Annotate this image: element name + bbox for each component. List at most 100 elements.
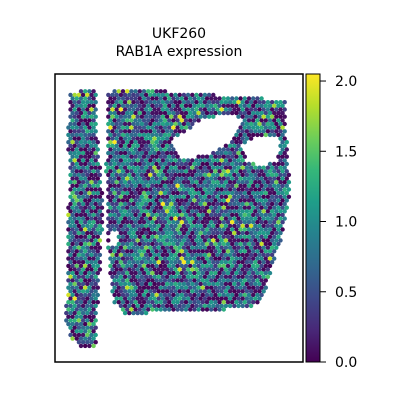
expression-spot xyxy=(66,212,71,218)
expression-spot xyxy=(190,303,195,309)
expression-spot xyxy=(225,234,231,239)
expression-spot xyxy=(276,169,281,174)
expression-spot xyxy=(129,161,134,167)
colorbar xyxy=(305,73,321,363)
expression-spot xyxy=(261,194,266,199)
expression-spot xyxy=(74,329,80,334)
expression-spot xyxy=(185,121,191,127)
expression-spot xyxy=(248,223,254,229)
expression-spot xyxy=(131,121,136,127)
expression-spot xyxy=(148,136,153,141)
expression-spot xyxy=(139,252,145,258)
expression-spot xyxy=(127,303,132,309)
expression-spot xyxy=(194,107,199,112)
expression-spot xyxy=(158,270,163,276)
expression-spot xyxy=(116,110,122,116)
expression-spot xyxy=(183,300,189,305)
expression-spot xyxy=(232,187,237,192)
expression-spot xyxy=(68,238,73,243)
expression-spot xyxy=(68,281,73,287)
expression-spot xyxy=(198,92,203,98)
expression-spot xyxy=(160,172,166,178)
expression-spot xyxy=(175,190,180,196)
expression-spot xyxy=(118,230,124,236)
expression-spot xyxy=(171,154,176,159)
expression-spot xyxy=(267,198,273,203)
expression-spot xyxy=(198,158,203,163)
expression-spot xyxy=(72,318,77,323)
expression-spot xyxy=(85,165,90,170)
expression-spot xyxy=(146,89,151,94)
expression-spot xyxy=(192,118,197,123)
expression-spot xyxy=(253,281,258,287)
expression-spot xyxy=(274,245,279,250)
expression-spot xyxy=(209,256,214,261)
expression-spot xyxy=(248,267,254,272)
expression-spot xyxy=(70,249,75,254)
expression-spot xyxy=(217,249,222,254)
expression-spot xyxy=(248,252,254,258)
expression-spot xyxy=(167,285,172,290)
expression-spot xyxy=(118,121,124,127)
expression-spot xyxy=(70,270,75,276)
expression-spot xyxy=(85,289,90,294)
expression-spot xyxy=(225,161,231,167)
expression-spot xyxy=(221,256,226,261)
expression-spot xyxy=(240,100,245,105)
expression-spot xyxy=(68,274,73,279)
expression-spot xyxy=(230,285,235,290)
expression-spot xyxy=(234,154,239,159)
expression-spot xyxy=(83,256,88,261)
expression-spot xyxy=(135,252,140,258)
expression-spot xyxy=(244,267,250,272)
expression-spot xyxy=(139,143,145,148)
expression-spot xyxy=(267,161,273,167)
expression-spot xyxy=(131,209,136,214)
expression-spot xyxy=(284,154,289,159)
expression-spot xyxy=(80,165,86,170)
expression-spot xyxy=(83,307,88,312)
expression-spot xyxy=(68,296,73,301)
expression-spot xyxy=(127,223,132,229)
expression-spot xyxy=(274,121,279,127)
expression-spot xyxy=(118,281,124,287)
expression-spot xyxy=(238,220,243,225)
expression-spot xyxy=(125,110,130,116)
expression-spot xyxy=(221,249,226,254)
expression-spot xyxy=(213,183,218,188)
expression-spot xyxy=(232,172,237,178)
expression-spot xyxy=(143,230,149,236)
expression-spot xyxy=(192,249,197,254)
expression-spot xyxy=(154,147,159,152)
expression-spot xyxy=(230,263,235,269)
expression-spot xyxy=(156,274,161,279)
expression-spot xyxy=(173,281,178,287)
expression-spot xyxy=(93,303,98,309)
expression-spot xyxy=(219,158,224,163)
expression-spot xyxy=(146,190,151,196)
expression-spot xyxy=(141,234,147,239)
expression-spot xyxy=(253,260,258,265)
expression-spot xyxy=(110,107,115,112)
expression-spot xyxy=(253,238,258,243)
expression-spot xyxy=(232,201,237,207)
expression-spot xyxy=(93,201,98,207)
expression-spot xyxy=(93,340,98,345)
expression-spot xyxy=(227,143,233,148)
expression-spot xyxy=(276,154,281,159)
expression-spot xyxy=(76,296,82,301)
expression-spot xyxy=(242,169,247,174)
expression-spot xyxy=(78,132,84,138)
expression-spot xyxy=(85,318,90,323)
expression-spot xyxy=(232,100,237,105)
expression-spot xyxy=(204,190,210,196)
expression-spot xyxy=(148,107,153,112)
expression-spot xyxy=(139,303,145,309)
expression-spot xyxy=(129,110,134,116)
expression-spot xyxy=(217,263,222,269)
expression-spot xyxy=(162,125,168,130)
expression-spot xyxy=(181,281,187,287)
expression-spot xyxy=(167,169,172,174)
expression-spot xyxy=(185,92,191,98)
expression-spot xyxy=(251,256,256,261)
